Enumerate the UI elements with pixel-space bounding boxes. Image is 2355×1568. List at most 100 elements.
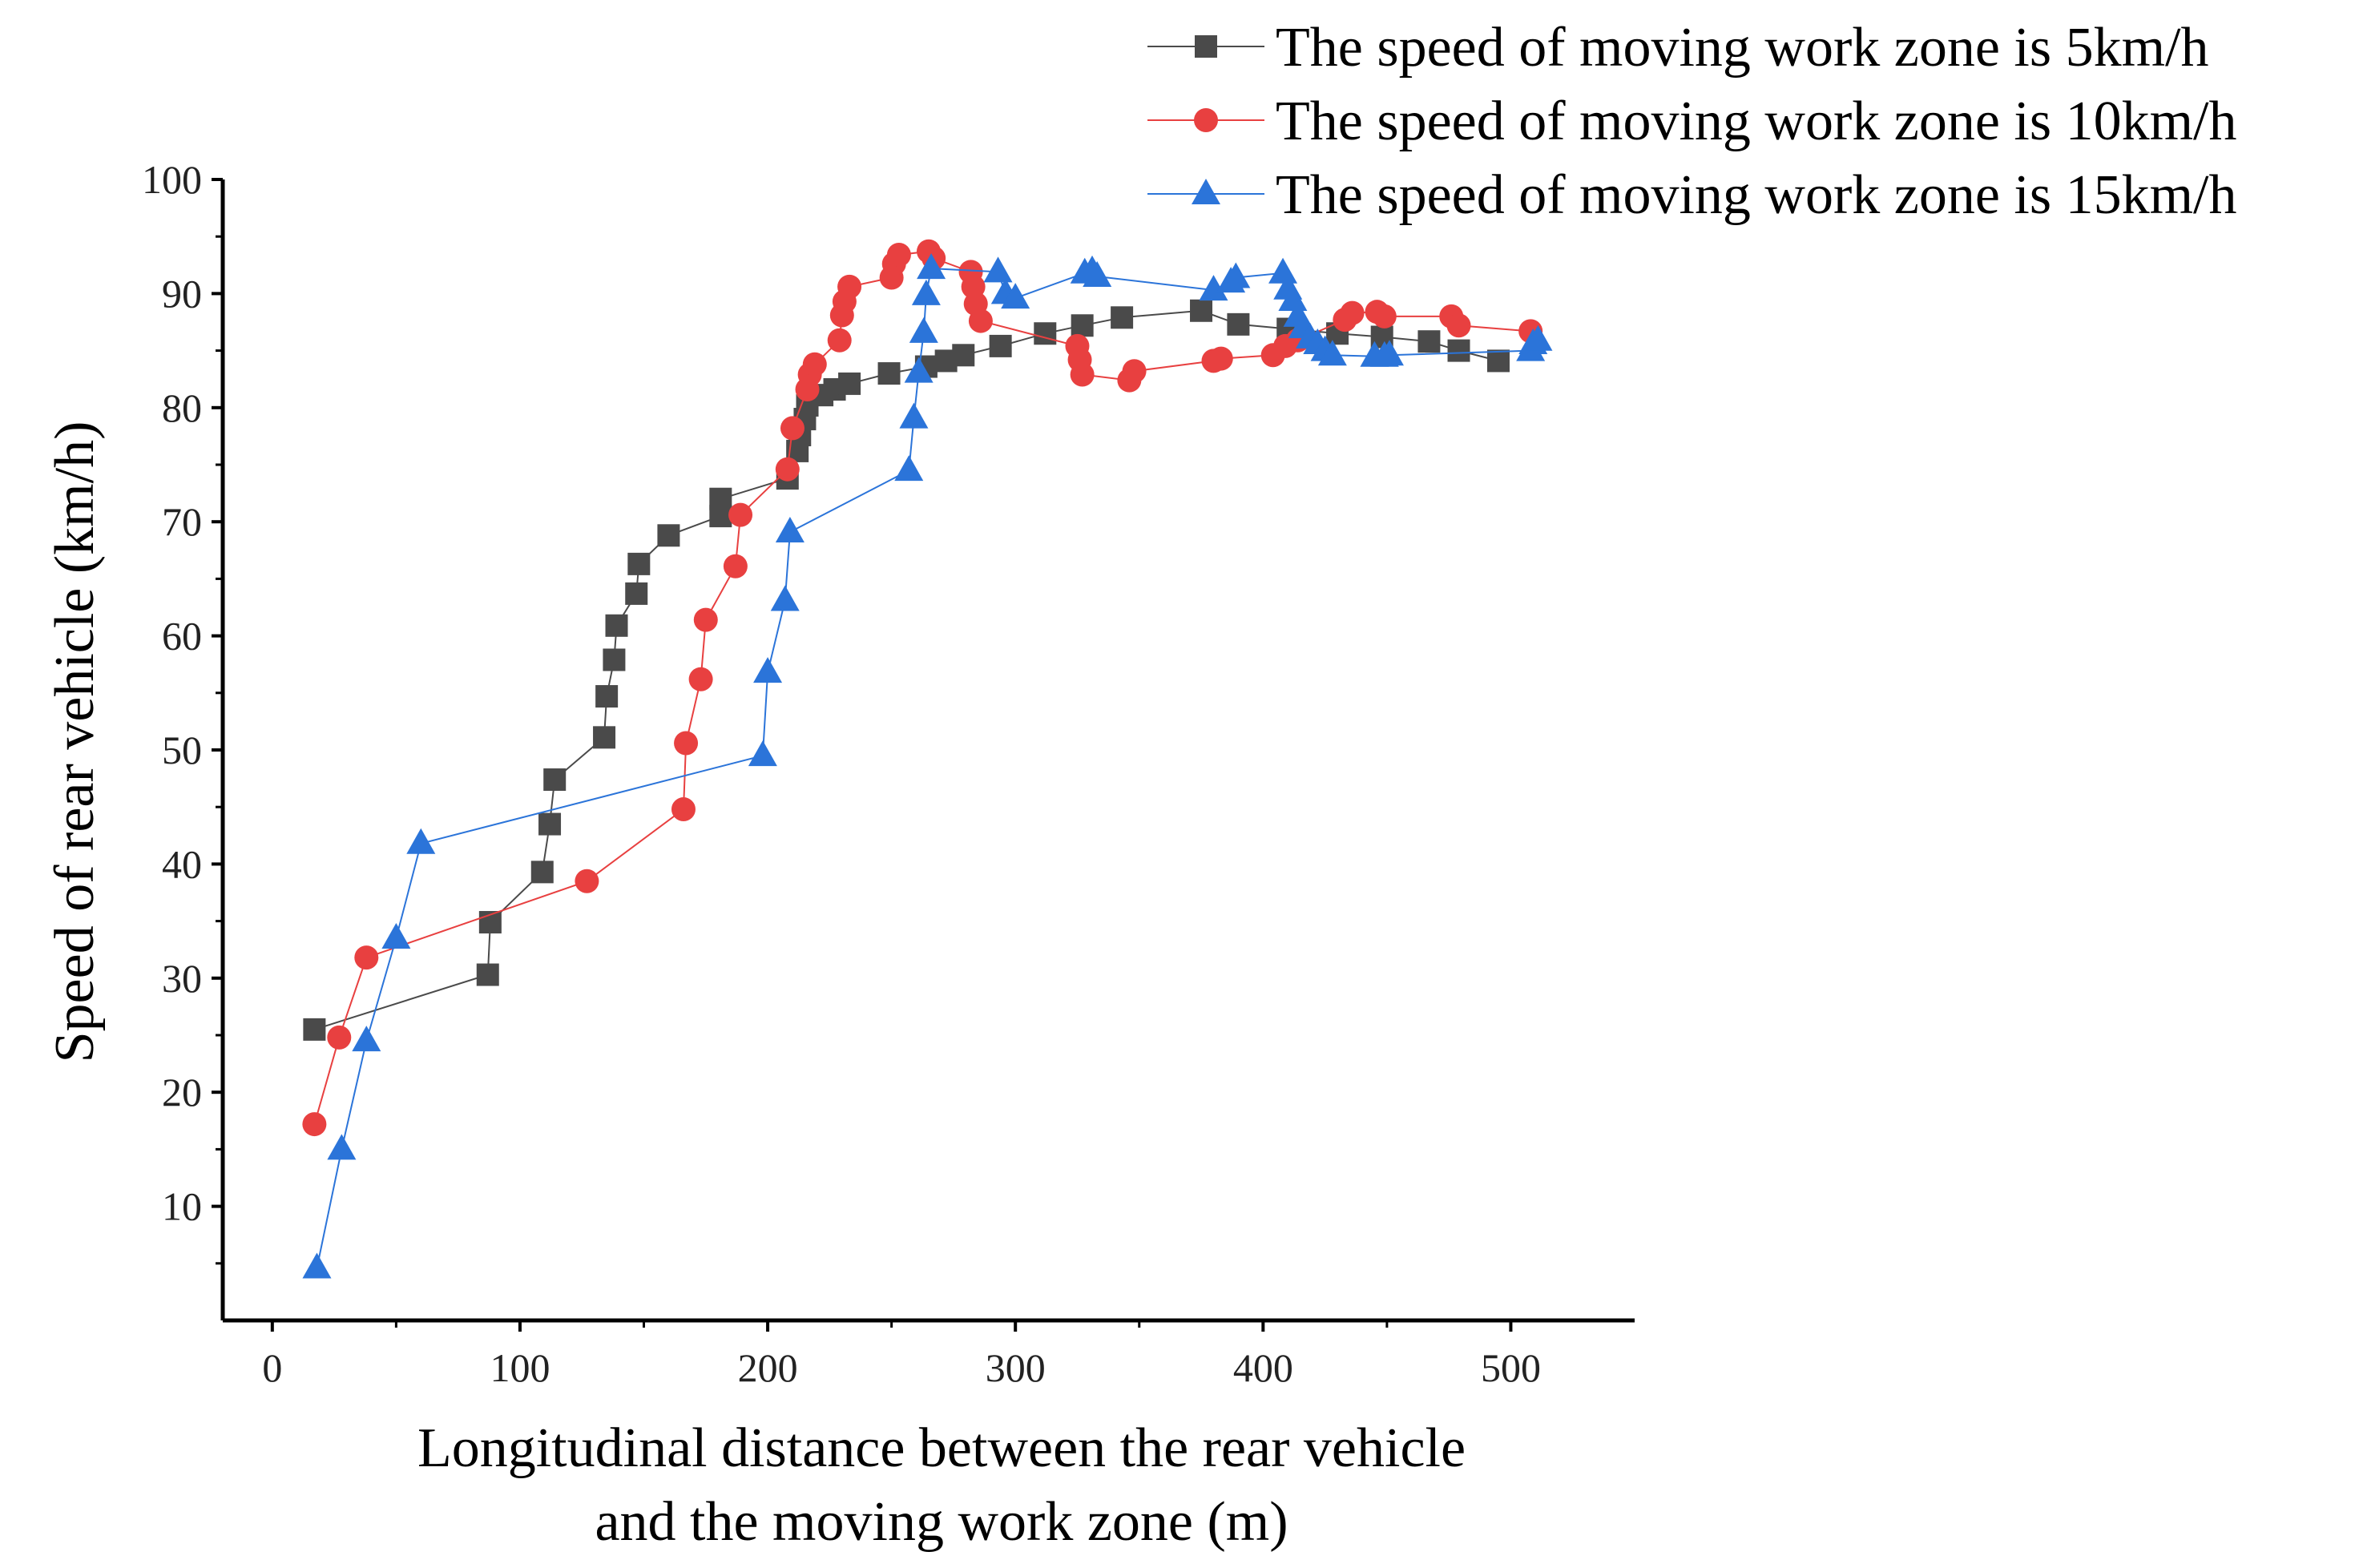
data-point <box>1122 359 1147 384</box>
data-point <box>406 828 436 854</box>
data-point <box>1083 261 1112 288</box>
legend-label: The speed of moving work zone is 5km/h <box>1276 17 2209 79</box>
data-point <box>1278 284 1308 311</box>
data-point <box>1227 312 1250 336</box>
data-point <box>538 812 562 836</box>
data-point <box>1374 340 1404 366</box>
data-point <box>894 455 924 482</box>
x-axis-title-line-2: and the moving work zone (m) <box>595 1491 1288 1553</box>
data-point <box>911 279 941 305</box>
data-point <box>302 1112 327 1137</box>
legend-label: The speed of moving work zone is 15km/h <box>1276 164 2237 226</box>
data-point <box>595 685 619 708</box>
data-point <box>1317 340 1347 366</box>
series-layer <box>302 239 1553 1279</box>
data-point <box>802 352 827 377</box>
data-point <box>904 357 934 383</box>
data-point <box>1034 322 1057 345</box>
legend: The speed of moving work zone is 5km/h Th… <box>1147 17 2237 226</box>
legend-marker <box>1194 108 1218 132</box>
y-tick-label: 90 <box>162 271 202 316</box>
data-point <box>1199 275 1228 301</box>
data-point <box>780 416 804 441</box>
x-tick-label: 200 <box>738 1345 798 1390</box>
data-point <box>909 316 938 343</box>
data-point <box>476 963 499 986</box>
legend-label: The speed of moving work zone is 10km/h <box>1276 91 2237 152</box>
y-tick-label: 30 <box>162 956 202 1001</box>
data-point <box>1372 304 1397 329</box>
legend-marker <box>1195 35 1217 58</box>
data-point <box>627 552 651 575</box>
data-point <box>688 667 713 691</box>
y-tick-label: 80 <box>162 385 202 430</box>
data-point <box>1208 346 1233 371</box>
data-point <box>657 524 680 547</box>
y-tick-label: 60 <box>162 614 202 659</box>
data-point <box>838 372 861 395</box>
y-tick-label: 70 <box>162 499 202 544</box>
x-tick-label: 500 <box>1481 1345 1541 1390</box>
legend-item: The speed of moving work zone is 15km/h <box>1147 164 2237 226</box>
data-point <box>575 869 599 893</box>
x-tick-label: 0 <box>262 1345 282 1390</box>
series-line <box>316 268 1538 1268</box>
data-point <box>302 1252 332 1279</box>
data-point <box>354 945 379 970</box>
x-tick-label: 400 <box>1233 1345 1293 1390</box>
data-point <box>1001 283 1030 309</box>
data-point <box>753 657 783 683</box>
data-point <box>693 607 718 632</box>
data-point <box>723 554 748 578</box>
data-point <box>1268 257 1298 284</box>
data-point <box>603 648 626 671</box>
axes: 0 100 200 300 400 500 10 20 30 40 50 60 70 80 90 100 <box>142 157 1635 1390</box>
data-point <box>327 1134 357 1160</box>
series-2 <box>302 239 1543 1137</box>
legend-item: The speed of moving work zone is 10km/h <box>1147 91 2237 152</box>
data-point <box>709 487 732 510</box>
data-point <box>917 253 946 280</box>
series-3 <box>302 253 1553 1279</box>
x-tick-label: 300 <box>986 1345 1046 1390</box>
data-point <box>381 922 411 949</box>
y-axis-title: Speed of rear vehicle (km/h) <box>44 421 106 1063</box>
data-point <box>1221 262 1251 288</box>
data-point <box>605 614 628 637</box>
data-point <box>952 344 975 367</box>
data-point <box>775 457 800 482</box>
data-point <box>886 242 911 267</box>
data-point <box>877 362 901 385</box>
data-point <box>775 517 804 543</box>
data-point <box>303 1018 326 1041</box>
data-point <box>748 740 777 767</box>
data-point <box>968 308 993 333</box>
data-point <box>827 328 852 353</box>
data-point <box>983 256 1013 283</box>
data-point <box>1447 339 1470 362</box>
data-point <box>728 502 753 527</box>
legend-marker <box>1192 179 1220 204</box>
data-point <box>770 585 800 611</box>
data-point <box>1486 349 1510 373</box>
y-tick-label: 100 <box>142 157 202 202</box>
legend-item: The speed of moving work zone is 5km/h <box>1147 17 2209 79</box>
data-point <box>1446 313 1471 338</box>
data-point <box>543 768 567 792</box>
data-point <box>327 1025 352 1050</box>
data-point <box>530 861 554 884</box>
y-tick-label: 40 <box>162 841 202 886</box>
series-1 <box>303 299 1510 1041</box>
x-axis-title: Longitudinal distance between the rear v… <box>417 1417 1466 1553</box>
data-point <box>1340 300 1365 325</box>
data-point <box>1070 362 1095 387</box>
data-point <box>1071 314 1094 337</box>
data-point <box>837 274 862 299</box>
y-tick-label: 10 <box>162 1184 202 1229</box>
data-point <box>1417 330 1441 353</box>
x-axis-title-line-1: Longitudinal distance between the rear v… <box>417 1417 1466 1479</box>
data-point <box>899 402 929 429</box>
y-tick-label: 20 <box>162 1070 202 1115</box>
data-point <box>671 797 696 822</box>
data-point <box>352 1026 381 1052</box>
